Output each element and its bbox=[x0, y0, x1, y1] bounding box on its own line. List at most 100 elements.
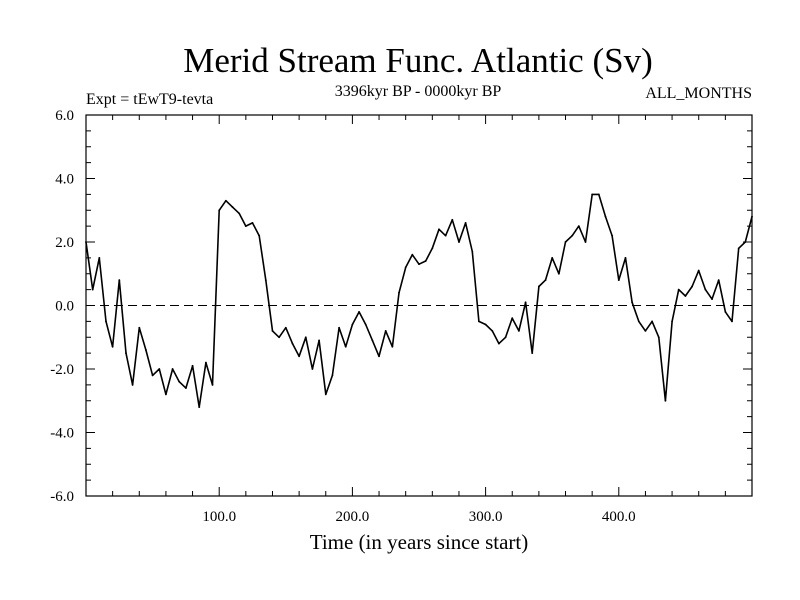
data-point bbox=[131, 383, 134, 386]
data-point bbox=[98, 256, 101, 259]
data-point bbox=[258, 234, 261, 237]
data-point bbox=[371, 339, 374, 342]
data-point bbox=[444, 234, 447, 237]
data-point bbox=[311, 368, 314, 370]
data-point bbox=[471, 250, 474, 253]
data-point bbox=[391, 345, 394, 348]
data-point bbox=[671, 320, 673, 323]
y-tick-label: 4.0 bbox=[55, 172, 74, 188]
data-point bbox=[584, 241, 587, 243]
y-tick-label: -2.0 bbox=[50, 362, 74, 378]
data-point bbox=[384, 330, 387, 332]
data-point bbox=[557, 272, 560, 275]
data-point bbox=[111, 345, 114, 348]
data-point bbox=[204, 361, 207, 364]
data-point bbox=[151, 374, 154, 377]
data-point bbox=[544, 279, 547, 281]
data-point bbox=[704, 288, 707, 291]
data-point bbox=[171, 368, 174, 370]
data-point bbox=[684, 295, 687, 297]
data-point bbox=[664, 399, 667, 402]
data-point bbox=[118, 279, 121, 281]
data-point bbox=[524, 301, 527, 304]
y-tick-label: -4.0 bbox=[50, 426, 74, 442]
chart-title: Merid Stream Func. Atlantic (Sv) bbox=[183, 41, 653, 80]
data-point bbox=[278, 336, 281, 339]
data-point bbox=[398, 291, 400, 294]
data-point bbox=[657, 336, 660, 339]
data-point bbox=[224, 199, 227, 202]
data-point bbox=[464, 222, 467, 224]
data-point bbox=[331, 374, 334, 377]
data-point bbox=[145, 349, 147, 351]
data-point bbox=[284, 326, 287, 329]
data-point bbox=[624, 256, 627, 259]
data-point bbox=[571, 234, 574, 237]
series-group bbox=[85, 193, 753, 408]
data-point bbox=[724, 310, 727, 313]
data-point bbox=[318, 339, 320, 342]
data-point bbox=[537, 285, 540, 288]
data-point bbox=[91, 288, 94, 291]
data-point bbox=[251, 222, 254, 224]
data-point bbox=[364, 323, 367, 326]
data-point bbox=[651, 320, 653, 323]
data-point bbox=[418, 263, 420, 266]
data-point bbox=[691, 285, 693, 288]
data-point bbox=[85, 241, 87, 243]
data-point bbox=[498, 342, 500, 345]
y-tick-label: 2.0 bbox=[55, 235, 74, 251]
data-point bbox=[138, 326, 141, 329]
data-point bbox=[484, 323, 487, 326]
data-point bbox=[751, 215, 753, 218]
experiment-label: Expt = tEwT9-tevta bbox=[86, 91, 213, 108]
x-tick-label: 100.0 bbox=[202, 509, 236, 525]
x-axis-label: Time (in years since start) bbox=[310, 530, 529, 554]
data-point bbox=[231, 206, 234, 208]
series-line bbox=[85, 193, 753, 408]
time-range-label: 3396kyr BP - 0000kyr BP bbox=[335, 83, 502, 100]
data-point bbox=[611, 234, 614, 237]
data-point bbox=[511, 317, 514, 320]
data-point bbox=[577, 225, 580, 228]
data-point bbox=[731, 320, 733, 323]
axis-ticks: 6.0 4.0 2.0 0.0 -2.0 -4.0 -6.0 100.0 200.0 300.0 4… bbox=[50, 108, 752, 525]
data-point bbox=[604, 215, 607, 218]
data-point bbox=[125, 352, 127, 355]
data-point bbox=[158, 368, 161, 370]
data-point bbox=[677, 288, 680, 291]
data-point bbox=[644, 330, 647, 332]
data-point bbox=[411, 253, 414, 256]
data-point bbox=[218, 209, 221, 212]
data-point bbox=[178, 380, 181, 383]
data-point bbox=[298, 355, 301, 358]
data-point bbox=[504, 336, 507, 339]
data-point bbox=[717, 279, 720, 281]
data-point bbox=[431, 247, 434, 250]
y-tick-label: 0.0 bbox=[55, 299, 74, 315]
data-point bbox=[271, 330, 274, 332]
data-point bbox=[304, 336, 307, 339]
data-point bbox=[737, 247, 740, 250]
data-point bbox=[165, 393, 167, 396]
data-point bbox=[324, 393, 327, 396]
data-point bbox=[358, 310, 360, 313]
x-tick-label: 400.0 bbox=[602, 509, 636, 525]
data-point bbox=[438, 228, 440, 231]
data-point bbox=[105, 320, 107, 323]
x-tick-label: 300.0 bbox=[469, 509, 503, 525]
data-point bbox=[631, 301, 634, 304]
data-point bbox=[744, 241, 747, 243]
y-tick-label: -6.0 bbox=[50, 489, 74, 505]
data-point bbox=[531, 352, 534, 355]
data-point bbox=[591, 193, 594, 196]
data-point bbox=[491, 330, 494, 332]
data-point bbox=[191, 364, 194, 367]
data-point bbox=[451, 218, 454, 221]
data-point bbox=[551, 256, 554, 259]
y-tick-label: 6.0 bbox=[55, 108, 74, 124]
data-point bbox=[424, 260, 427, 262]
data-point bbox=[185, 387, 187, 389]
data-point bbox=[564, 241, 567, 243]
